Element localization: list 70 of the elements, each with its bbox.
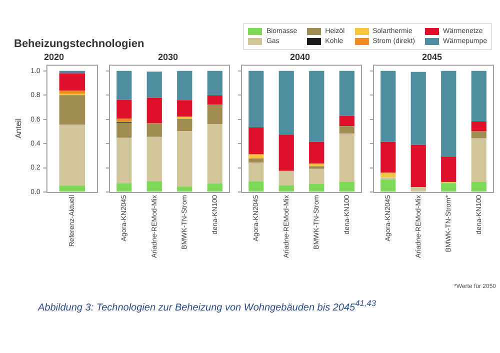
bar [177, 70, 192, 100]
bar [309, 168, 324, 184]
bar [248, 162, 264, 182]
bar [207, 95, 222, 105]
bar [278, 170, 294, 186]
bar [471, 138, 486, 182]
bar [410, 144, 426, 188]
bar [309, 70, 324, 142]
bar [116, 138, 132, 184]
bar [441, 183, 456, 192]
chart-title: 2030 [158, 52, 178, 62]
chart-title: Beheizungstechnologien [14, 38, 144, 50]
bar [116, 70, 132, 100]
bar [207, 124, 222, 184]
bar [146, 123, 162, 137]
bar [339, 70, 354, 116]
bar [207, 104, 222, 124]
bar [116, 100, 132, 119]
bar [59, 95, 86, 125]
bar [278, 70, 294, 135]
bar [248, 128, 264, 154]
bar [59, 124, 86, 186]
bar [248, 154, 264, 158]
bar [59, 73, 86, 91]
bar [441, 70, 456, 157]
bar [380, 70, 396, 142]
bar [146, 136, 162, 182]
bar [410, 187, 426, 192]
bar [248, 181, 264, 192]
bar [278, 185, 294, 192]
text: Abbildung 3: Technologien zur Beheizung von Wohngebäuden bis 2045$^{41,43}$ [38, 298, 377, 314]
bar [59, 90, 86, 94]
bar [309, 142, 324, 164]
chart-subtitle: 2020 [44, 52, 64, 62]
bar [207, 183, 222, 192]
bar [309, 166, 324, 169]
bar [146, 181, 162, 192]
bar [146, 98, 162, 124]
bar [339, 182, 354, 192]
bar [471, 70, 486, 122]
bar [380, 172, 396, 178]
chart-title: 2045 [422, 52, 442, 62]
bar [248, 158, 264, 163]
bar [177, 100, 192, 117]
bar [146, 72, 162, 98]
bar [278, 134, 294, 171]
bar [471, 182, 486, 192]
bar [177, 118, 192, 132]
bar [59, 70, 86, 74]
bar [471, 121, 486, 132]
bar [309, 184, 324, 192]
bar [380, 142, 396, 173]
bar [471, 131, 486, 138]
y-axis-title: Anteil [14, 118, 24, 138]
bar [309, 164, 324, 166]
bar [339, 134, 354, 182]
bar [59, 185, 86, 192]
bar [116, 183, 132, 192]
bar [248, 70, 264, 128]
bar [441, 156, 456, 182]
bar [177, 186, 192, 192]
chart-title: 2040 [290, 52, 310, 62]
bar [177, 131, 192, 187]
bar [380, 179, 396, 192]
bar [116, 118, 132, 122]
bar [410, 72, 426, 145]
bar [207, 70, 222, 96]
bar [116, 122, 132, 138]
bar [339, 126, 354, 134]
bar [339, 116, 354, 126]
